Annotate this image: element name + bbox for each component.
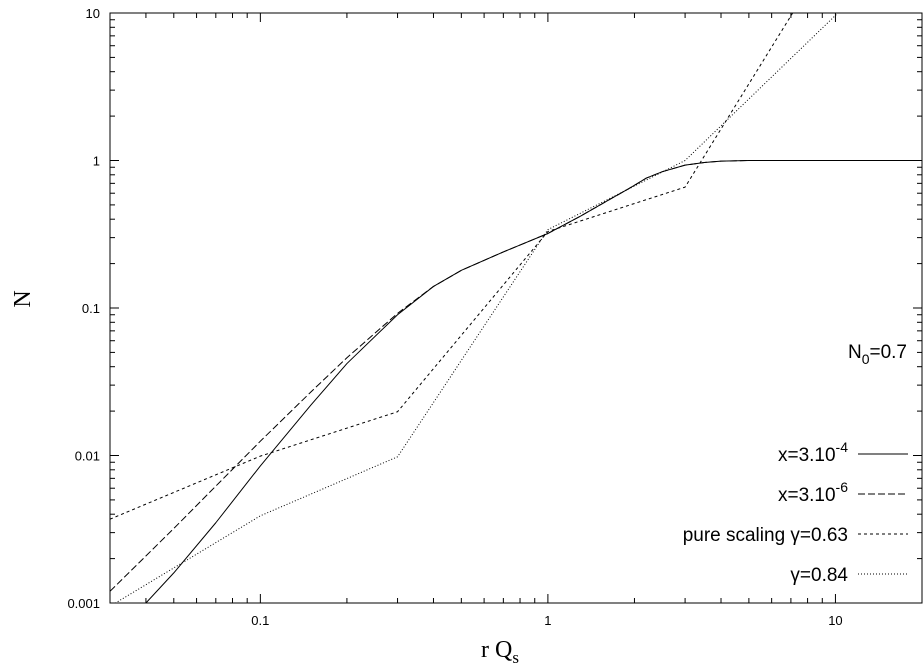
n0-annotation: N0=0.7 — [848, 342, 907, 367]
y-axis-title: N — [10, 290, 36, 307]
n0-annotation-suffix: =0.7 — [869, 342, 907, 363]
y-tick-label: 0.01 — [75, 449, 100, 464]
series-line-2 — [110, 160, 922, 592]
x-axis-title-subscript: s — [512, 648, 519, 667]
series-line-3 — [110, 13, 794, 520]
legend-label-text: x=3.10 — [778, 485, 836, 506]
legend-label-superscript: -4 — [836, 439, 849, 455]
legend-label-superscript: -6 — [836, 479, 849, 495]
legend-label-1: x=3.10-4 — [778, 439, 848, 466]
x-tick-label: 0.1 — [251, 613, 269, 628]
x-axis-title: r Qs — [481, 637, 519, 667]
legend-label-4: γ=0.84 — [790, 565, 848, 586]
legend-label-text: x=3.10 — [778, 445, 836, 466]
legend-label-2: x=3.10-6 — [778, 479, 848, 506]
x-tick-label: 10 — [828, 613, 842, 628]
x-axis-title-main: r Q — [481, 637, 512, 663]
y-tick-label: 0.001 — [67, 596, 100, 611]
series-layer — [110, 13, 922, 603]
n0-annotation-main: N — [848, 342, 862, 363]
legend-label-3: pure scaling γ=0.63 — [683, 525, 848, 546]
legend-label-text: γ=0.84 — [790, 565, 848, 586]
legend-label-text: pure scaling γ=0.63 — [683, 525, 848, 546]
x-tick-label: 1 — [544, 613, 551, 628]
y-tick-label: 10 — [86, 6, 100, 21]
series-line-4 — [114, 13, 839, 603]
y-tick-label: 1 — [93, 154, 100, 169]
n0-annotation-subscript: 0 — [862, 351, 870, 367]
y-tick-label: 0.1 — [82, 301, 100, 316]
axis-ticks: 0.1 1 10 0.001 0.01 0.1 1 10 — [67, 6, 923, 628]
